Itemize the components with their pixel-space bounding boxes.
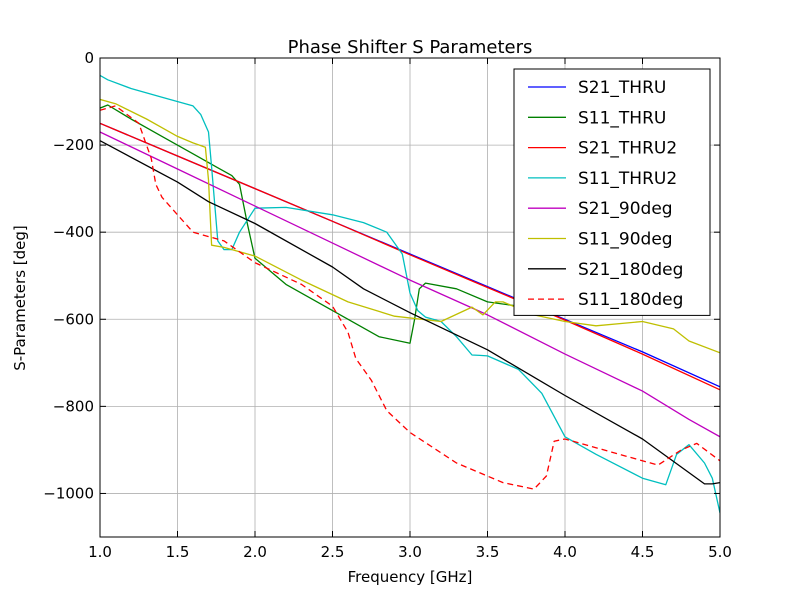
series-line-s11-90deg	[100, 98, 720, 354]
legend: S21_THRU S11_THRU S21_THRU2 S11_THRU2 S21_90…	[513, 68, 711, 316]
x-axis-label: Frequency [GHz]	[348, 568, 473, 586]
legend-label: S11_THRU2	[578, 169, 677, 189]
legend-label: S11_90deg	[578, 230, 673, 250]
legend-label: S21_THRU	[578, 78, 666, 98]
y-tick-label: −200	[53, 136, 94, 154]
x-tick-label: 2.0	[243, 543, 267, 561]
series-line-s21-180deg	[100, 140, 720, 485]
chart-title: Phase Shifter S Parameters	[288, 37, 533, 58]
legend-label: S11_180deg	[578, 290, 683, 310]
x-tick-label: 1.5	[166, 543, 190, 561]
x-tick-label: 1.0	[88, 543, 112, 561]
y-tick-label: −600	[53, 310, 94, 328]
series-line-s11-thru	[100, 104, 535, 344]
x-tick-label: 4.0	[553, 543, 577, 561]
y-tick-label: −400	[53, 223, 94, 241]
axis-ticks: 1.0 1.5 2.0 2.5 3.0 3.5 4.0 4.5 5.0 0 −200 −400 −600…	[43, 49, 732, 561]
series-line-s11-thru2	[100, 74, 720, 514]
x-tick-label: 3.5	[476, 543, 500, 561]
legend-label: S11_THRU	[578, 108, 666, 128]
legend-box	[513, 68, 711, 316]
x-tick-label: 2.5	[321, 543, 345, 561]
y-axis-label: S-Parameters [deg]	[11, 225, 29, 371]
series-line-s21-90deg	[100, 131, 720, 438]
series-lines	[100, 74, 720, 514]
y-tick-label: −800	[53, 397, 94, 415]
legend-label: S21_180deg	[578, 260, 683, 280]
series-line-s11-180deg	[100, 105, 720, 490]
legend-label: S21_90deg	[578, 199, 673, 219]
legend-label: S21_THRU2	[578, 139, 677, 159]
y-tick-label: −1000	[43, 484, 94, 502]
x-tick-label: 3.0	[398, 543, 422, 561]
series-line-s21-thru2	[100, 122, 720, 391]
x-tick-label: 4.5	[631, 543, 655, 561]
y-tick-label: 0	[84, 49, 94, 67]
x-tick-label: 5.0	[708, 543, 732, 561]
